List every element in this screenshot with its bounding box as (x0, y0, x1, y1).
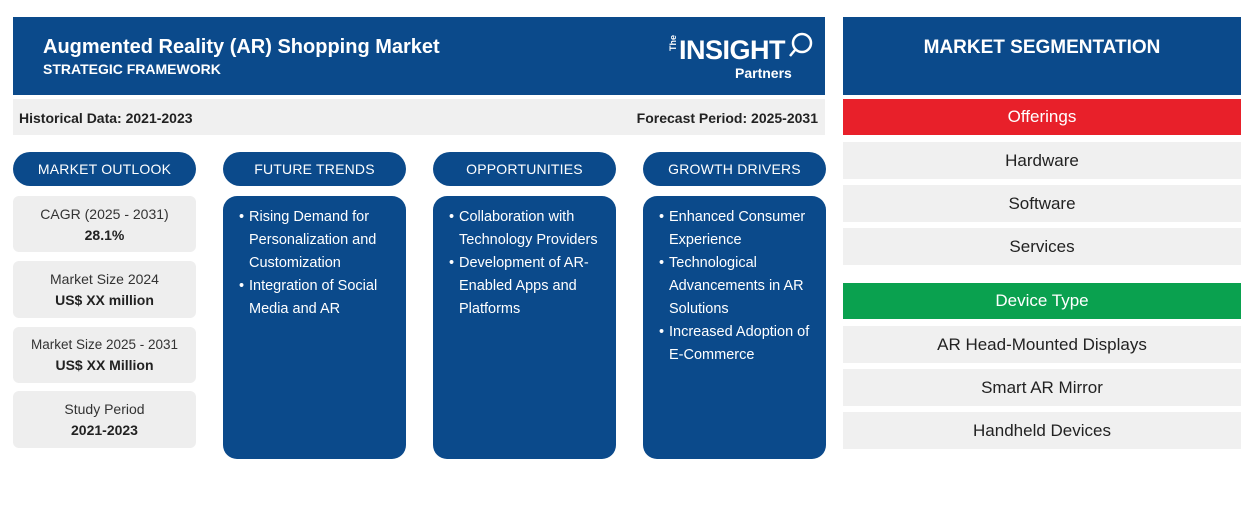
opportunity-item: Collaboration with Technology Providers (449, 206, 606, 252)
outlook-study-period-box: Study Period 2021-2023 (13, 391, 196, 448)
growth-drivers-panel: Enhanced Consumer Experience Technologic… (643, 196, 826, 459)
future-trend-item: Rising Demand for Personalization and Cu… (239, 206, 396, 275)
outlook-cagr-value: 28.1% (84, 227, 125, 243)
future-trend-item: Integration of Social Media and AR (239, 275, 396, 321)
outlook-market-size-forecast-box: Market Size 2025 - 2031 US$ XX Million (13, 327, 196, 383)
opportunities-header: OPPORTUNITIES (433, 152, 616, 186)
outlook-market-size-forecast-label: Market Size 2025 - 2031 (30, 337, 179, 352)
segment-item-ar-head-mounted-displays: AR Head-Mounted Displays (843, 326, 1241, 363)
market-outlook-header: MARKET OUTLOOK (13, 152, 196, 186)
forecast-period-label: Forecast Period: 2025-2031 (636, 110, 818, 126)
logo-insight-text: INSIGHT (679, 35, 786, 65)
insight-partners-logo: The INSIGHT Partners (665, 29, 815, 85)
opportunities-panel: Collaboration with Technology Providers … (433, 196, 616, 459)
historical-data-label: Historical Data: 2021-2023 (19, 110, 193, 126)
opportunity-item: Development of AR-Enabled Apps and Platf… (449, 252, 606, 321)
market-segmentation-header: MARKET SEGMENTATION (843, 17, 1241, 95)
segment-item-software: Software (843, 185, 1241, 222)
outlook-study-period-label: Study Period (64, 401, 145, 417)
segment-item-handheld-devices: Handheld Devices (843, 412, 1241, 449)
outlook-market-size-2024-value: US$ XX million (55, 292, 154, 308)
future-trends-header: FUTURE TRENDS (223, 152, 406, 186)
logo-the-text: The (668, 34, 678, 51)
segment-category-device-type: Device Type (843, 283, 1241, 319)
logo-partners-text: Partners (735, 65, 792, 81)
growth-driver-item: Enhanced Consumer Experience (659, 206, 816, 252)
future-trends-panel: Rising Demand for Personalization and Cu… (223, 196, 406, 459)
outlook-market-size-2024-box: Market Size 2024 US$ XX million (13, 261, 196, 318)
outlook-cagr-label: CAGR (2025 - 2031) (40, 206, 169, 222)
outlook-market-size-2024-label: Market Size 2024 (50, 271, 159, 287)
growth-driver-item: Technological Advancements in AR Solutio… (659, 252, 816, 321)
period-bar: Historical Data: 2021-2023 Forecast Peri… (13, 99, 825, 135)
header-banner: Augmented Reality (AR) Shopping Market S… (13, 17, 825, 95)
growth-drivers-header: GROWTH DRIVERS (643, 152, 826, 186)
segment-item-services: Services (843, 228, 1241, 265)
segment-item-smart-ar-mirror: Smart AR Mirror (843, 369, 1241, 406)
segment-item-hardware: Hardware (843, 142, 1241, 179)
growth-driver-item: Increased Adoption of E-Commerce (659, 321, 816, 367)
outlook-cagr-box: CAGR (2025 - 2031) 28.1% (13, 196, 196, 252)
outlook-market-size-forecast-value: US$ XX Million (55, 357, 154, 373)
page-subtitle: STRATEGIC FRAMEWORK (43, 61, 221, 77)
logo-magnifier-icon (789, 32, 813, 57)
page-title: Augmented Reality (AR) Shopping Market (43, 36, 440, 58)
outlook-study-period-value: 2021-2023 (71, 422, 138, 438)
segment-category-offerings: Offerings (843, 99, 1241, 135)
